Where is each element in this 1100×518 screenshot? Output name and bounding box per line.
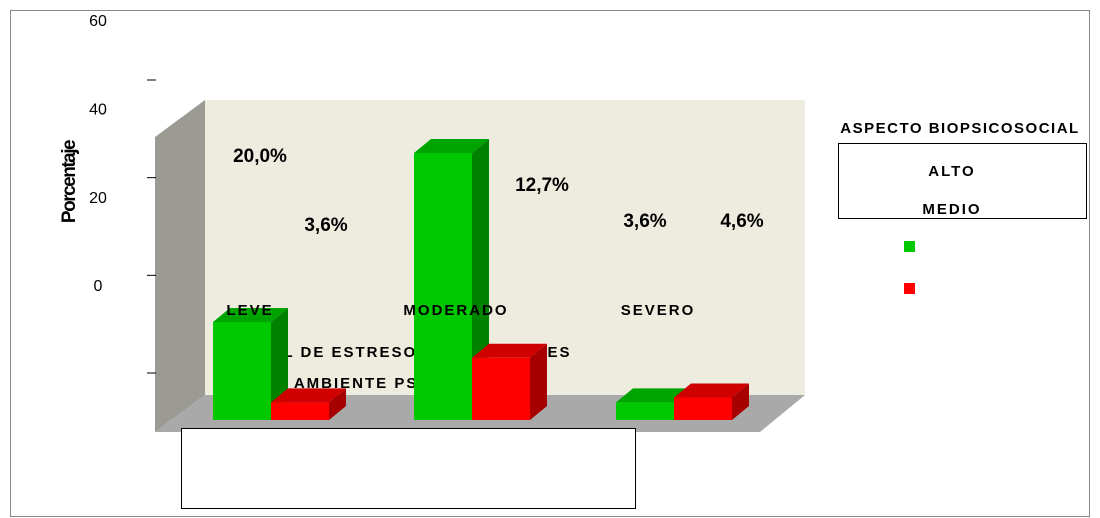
back-wall xyxy=(205,100,805,395)
data-label: 12,7% xyxy=(515,175,569,196)
legend-label: MEDIO xyxy=(922,201,981,218)
legend-swatch xyxy=(904,241,915,252)
bar xyxy=(674,397,732,420)
bar-side xyxy=(732,383,749,420)
data-label: 3,6% xyxy=(304,215,347,236)
frame xyxy=(10,10,1090,517)
bar-top xyxy=(213,308,288,322)
legend-title: ASPECTO BIOPSICOSOCIAL xyxy=(840,120,1079,137)
bar-top xyxy=(616,388,691,403)
bar xyxy=(213,322,271,420)
empty-box xyxy=(181,428,636,509)
x-tick-label: MODERADO xyxy=(403,302,508,319)
bar xyxy=(472,357,530,420)
legend-swatch xyxy=(904,283,915,294)
legend-box xyxy=(838,143,1087,219)
y-tick-label: 60 xyxy=(89,13,107,30)
side-wall xyxy=(155,100,205,432)
legend-label: ALTO xyxy=(928,163,975,180)
bar-side xyxy=(329,388,346,420)
y-tick-label: 0 xyxy=(94,278,103,295)
bar-top xyxy=(674,383,749,398)
data-label: 3,6% xyxy=(623,211,666,232)
y-tick-label: 20 xyxy=(89,190,107,207)
y-tick-label: 40 xyxy=(89,102,107,119)
data-label: 4,6% xyxy=(720,211,763,232)
x-tick-label: SEVERO xyxy=(621,302,696,319)
bar xyxy=(616,402,674,420)
bar-top xyxy=(472,343,547,358)
bar-top xyxy=(271,388,346,403)
data-label: 20,0% xyxy=(233,146,287,167)
x-tick-label: LEVE xyxy=(226,302,273,319)
bar xyxy=(271,402,329,420)
bar-top xyxy=(414,138,489,153)
y-axis-label: Porcentaje xyxy=(59,140,80,223)
bar xyxy=(414,152,472,420)
bar-side xyxy=(530,343,547,420)
